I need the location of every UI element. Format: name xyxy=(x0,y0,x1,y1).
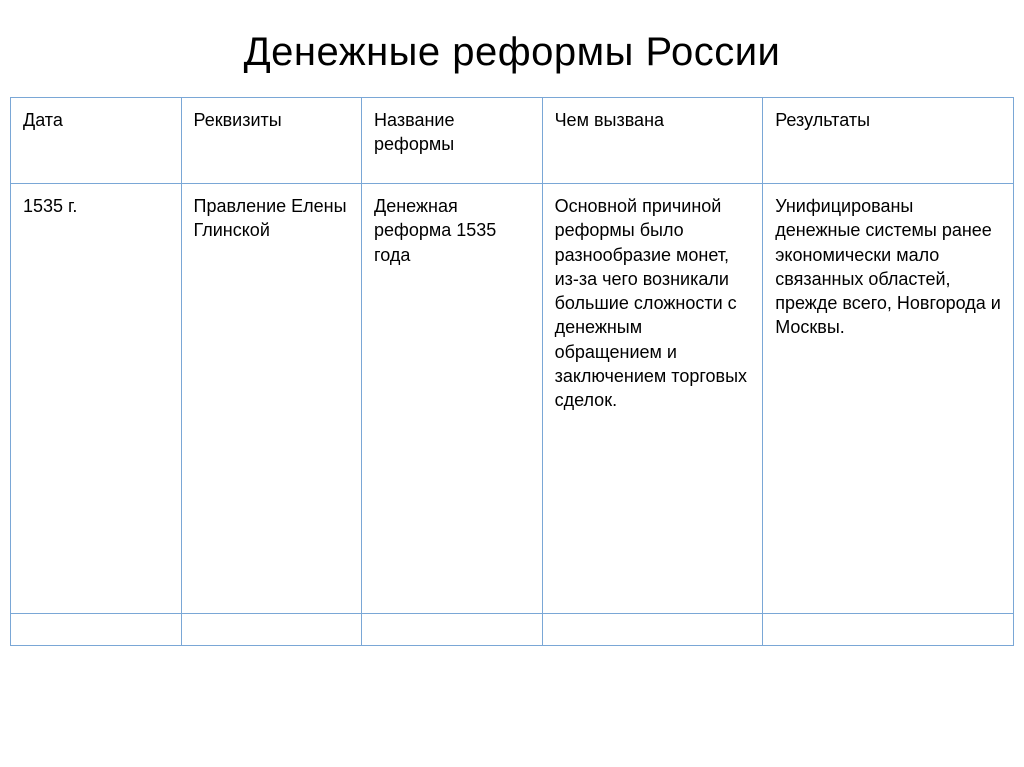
cell-cause: Основной причиной реформы было разнообра… xyxy=(542,184,763,614)
cell-empty xyxy=(181,614,362,646)
col-header-name: Название реформы xyxy=(362,98,543,184)
table-header-row: Дата Реквизиты Название реформы Чем вызв… xyxy=(11,98,1014,184)
col-header-results: Результаты xyxy=(763,98,1014,184)
table-row-empty xyxy=(11,614,1014,646)
cell-date: 1535 г. xyxy=(11,184,182,614)
cell-empty xyxy=(11,614,182,646)
col-header-details: Реквизиты xyxy=(181,98,362,184)
col-header-date: Дата xyxy=(11,98,182,184)
cell-empty xyxy=(362,614,543,646)
reforms-table: Дата Реквизиты Название реформы Чем вызв… xyxy=(10,97,1014,646)
slide: Денежные реформы России Дата Реквизиты Н… xyxy=(0,0,1024,767)
cell-results: Унифицированы денежные системы ранее эко… xyxy=(763,184,1014,614)
slide-title: Денежные реформы России xyxy=(10,30,1014,75)
cell-empty xyxy=(763,614,1014,646)
col-header-cause: Чем вызвана xyxy=(542,98,763,184)
table-row: 1535 г. Правление Елены Глинской Денежна… xyxy=(11,184,1014,614)
cell-name: Денежная реформа 1535 года xyxy=(362,184,543,614)
cell-details: Правление Елены Глинской xyxy=(181,184,362,614)
cell-empty xyxy=(542,614,763,646)
